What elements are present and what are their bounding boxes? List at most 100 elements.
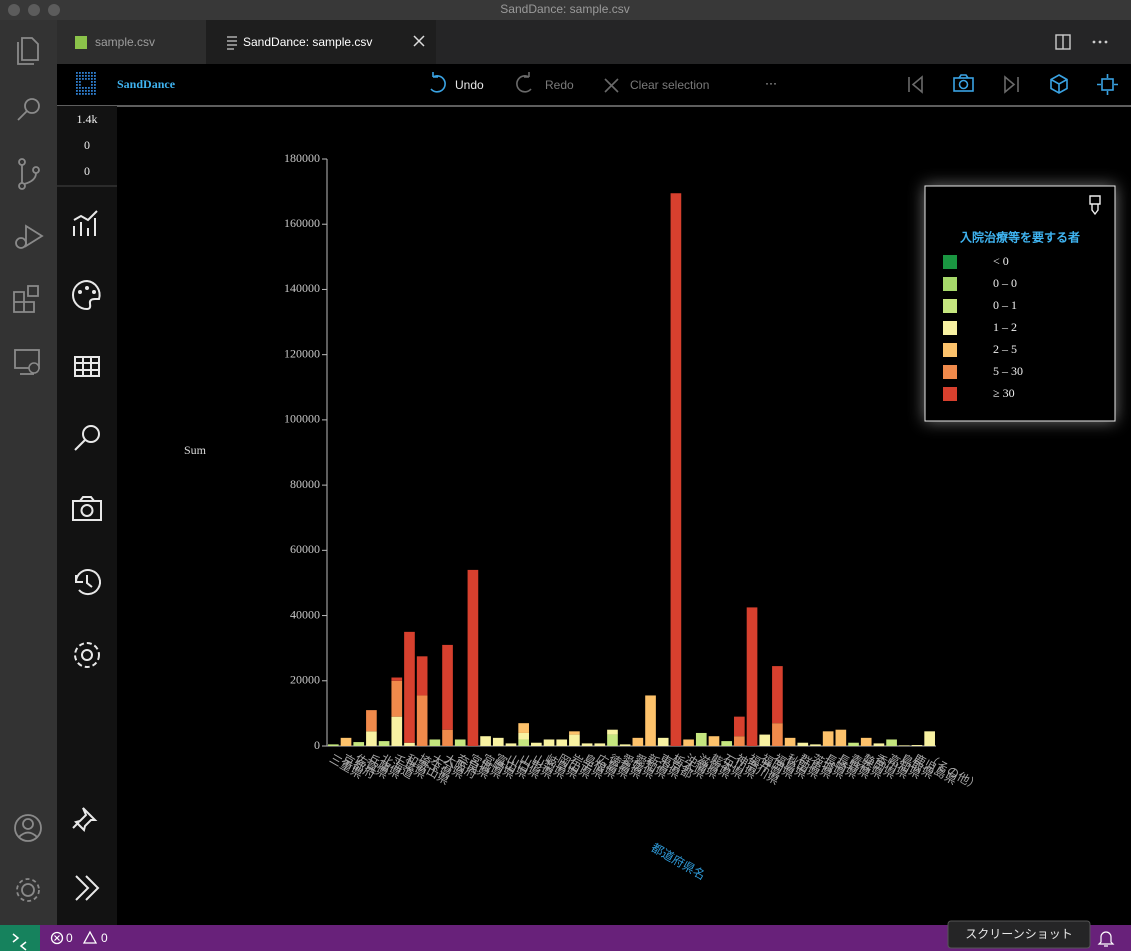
bar-segment[interactable] [695,732,707,746]
extensions-icon[interactable] [13,285,39,313]
bar-segment[interactable] [569,731,580,735]
bar-segment[interactable] [657,737,669,746]
bar-segment[interactable] [391,716,403,746]
bar-segment[interactable] [746,607,758,746]
data-panel-icon[interactable] [74,356,100,377]
clear-selection-button[interactable]: Clear selection [630,78,709,92]
bar-segment[interactable] [581,743,593,746]
bar-segment[interactable] [454,739,466,746]
bar-segment[interactable] [518,723,529,733]
close-tab-button[interactable] [413,35,425,47]
bar-segment[interactable] [416,656,428,696]
bar-segment[interactable] [784,737,796,746]
legend-label[interactable]: 1 – 2 [993,320,1017,334]
bar-segment[interactable] [505,743,517,746]
explorer-icon[interactable] [17,37,39,65]
bar-segment[interactable] [467,569,479,746]
notifications-icon[interactable] [1097,931,1115,947]
x-axis-title[interactable]: 都道府県名 [649,840,708,883]
legend-label[interactable]: ≥ 30 [993,386,1015,400]
zoom-button[interactable] [48,4,60,16]
more-button[interactable]: ··· [765,76,777,90]
redo-icon[interactable] [516,72,532,93]
bar-segment[interactable] [721,741,732,746]
legend-label[interactable]: 0 – 1 [993,298,1017,312]
split-editor-button[interactable] [1055,34,1071,50]
first-snapshot-button[interactable] [908,75,923,94]
bar-segment[interactable] [366,710,377,732]
error-icon[interactable] [50,931,64,945]
pin-button[interactable] [72,807,98,832]
legend-label[interactable]: < 0 [993,254,1009,268]
bar-segment[interactable] [835,729,847,746]
bar-segment[interactable] [492,737,504,746]
bar-segment[interactable] [797,742,809,746]
bar-segment[interactable] [734,716,745,737]
legend-label[interactable]: 5 – 30 [993,364,1023,378]
bar-segment[interactable] [759,734,771,746]
3d-view-button[interactable] [1050,74,1068,94]
search-panel-icon[interactable] [74,425,100,451]
bar-segment[interactable] [531,742,542,746]
tab-label[interactable]: sample.csv [95,35,155,49]
bar-segment[interactable] [518,739,529,746]
remote-explorer-icon[interactable] [14,349,40,375]
undo-button[interactable]: Undo [455,78,484,92]
remote-indicator[interactable] [0,925,40,951]
bar-segment[interactable] [353,742,365,746]
bar-segment[interactable] [619,744,631,746]
bar-segment[interactable] [416,695,428,746]
legend-label[interactable]: 2 – 5 [993,342,1017,356]
legend-swatch[interactable] [943,277,957,291]
bar-segment[interactable] [911,745,923,746]
minimize-button[interactable] [28,4,40,16]
bar-segment[interactable] [607,734,618,746]
search-icon[interactable] [17,98,40,121]
bar-segment[interactable] [810,744,821,746]
bar-segment[interactable] [822,731,834,746]
bar-segment[interactable] [391,680,403,717]
bar-segment[interactable] [404,631,415,743]
bar-segment[interactable] [404,742,415,746]
bar-segment[interactable] [848,742,859,746]
bar-segment[interactable] [328,744,339,746]
legend-swatch[interactable] [943,387,957,401]
bar-segment[interactable] [569,734,580,746]
active-tab[interactable] [206,20,436,64]
warning-icon[interactable] [82,930,98,944]
bar-segment[interactable] [734,736,745,746]
bar-segment[interactable] [670,193,682,746]
bar-segment[interactable] [898,745,910,746]
bar-segment[interactable] [556,739,568,746]
last-snapshot-button[interactable] [1004,75,1019,94]
bar-segment[interactable] [518,732,529,740]
run-debug-icon[interactable] [15,224,44,249]
bar-segment[interactable] [632,737,644,746]
bar-segment[interactable] [543,739,555,746]
legend-swatch[interactable] [943,255,957,269]
bar-segment[interactable] [886,739,897,746]
bar-segment[interactable] [708,736,720,746]
redo-button[interactable]: Redo [545,78,574,92]
manage-icon[interactable] [16,878,40,902]
chart-panel-icon[interactable] [73,210,98,236]
bar-segment[interactable] [429,739,441,746]
legend-label[interactable]: 0 – 0 [993,276,1017,290]
collapse-button[interactable] [75,875,100,901]
bar-segment[interactable] [442,644,453,730]
bar-segment[interactable] [378,741,390,746]
undo-icon[interactable] [430,72,446,93]
more-actions-button[interactable] [1092,40,1108,44]
bar-segment[interactable] [772,666,783,724]
legend-swatch[interactable] [943,343,957,357]
bar-segment[interactable] [480,736,491,746]
legend-swatch[interactable] [943,365,957,379]
legend-swatch[interactable] [943,321,957,335]
bar-segment[interactable] [607,729,618,735]
snapshot-button[interactable] [953,74,974,92]
tab-label[interactable]: SandDance: sample.csv [243,35,372,49]
bar-segment[interactable] [366,731,377,746]
legend-title[interactable]: 入院治療等を要する者 [959,230,1080,245]
warning-count[interactable]: 0 [101,931,108,945]
source-control-icon[interactable] [18,158,40,190]
